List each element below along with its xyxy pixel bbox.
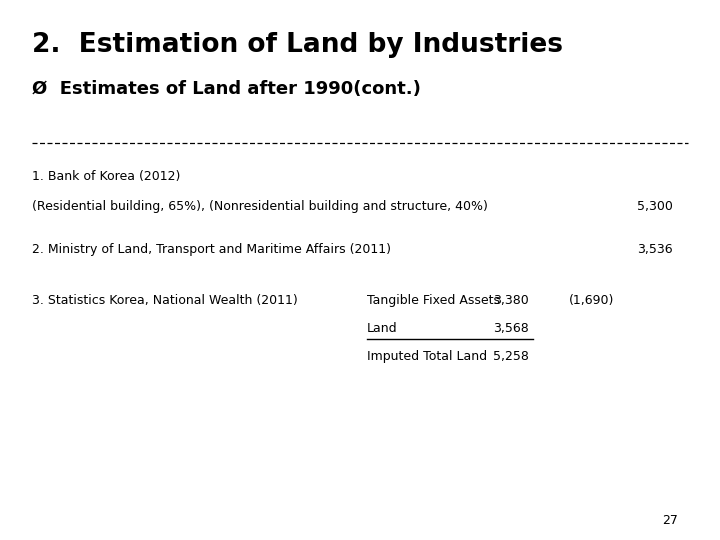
Text: Land: Land — [367, 322, 398, 335]
Text: 1. Bank of Korea (2012): 1. Bank of Korea (2012) — [32, 170, 181, 183]
Text: (Residential building, 65%), (Nonresidential building and structure, 40%): (Residential building, 65%), (Nonresiden… — [32, 200, 488, 213]
Text: 3,536: 3,536 — [638, 243, 673, 256]
Text: 2.  Estimation of Land by Industries: 2. Estimation of Land by Industries — [32, 32, 563, 58]
Text: Tangible Fixed Assets: Tangible Fixed Assets — [367, 294, 500, 307]
Text: 5,258: 5,258 — [493, 350, 529, 363]
Text: 3. Statistics Korea, National Wealth (2011): 3. Statistics Korea, National Wealth (20… — [32, 294, 298, 307]
Text: Imputed Total Land: Imputed Total Land — [367, 350, 487, 363]
Text: 2. Ministry of Land, Transport and Maritime Affairs (2011): 2. Ministry of Land, Transport and Marit… — [32, 243, 392, 256]
Text: 27: 27 — [662, 514, 678, 526]
Text: (1,690): (1,690) — [569, 294, 614, 307]
Text: 3,380: 3,380 — [493, 294, 529, 307]
Text: 3,568: 3,568 — [493, 322, 529, 335]
Text: 5,300: 5,300 — [637, 200, 673, 213]
Text: Ø  Estimates of Land after 1990(cont.): Ø Estimates of Land after 1990(cont.) — [32, 80, 421, 98]
